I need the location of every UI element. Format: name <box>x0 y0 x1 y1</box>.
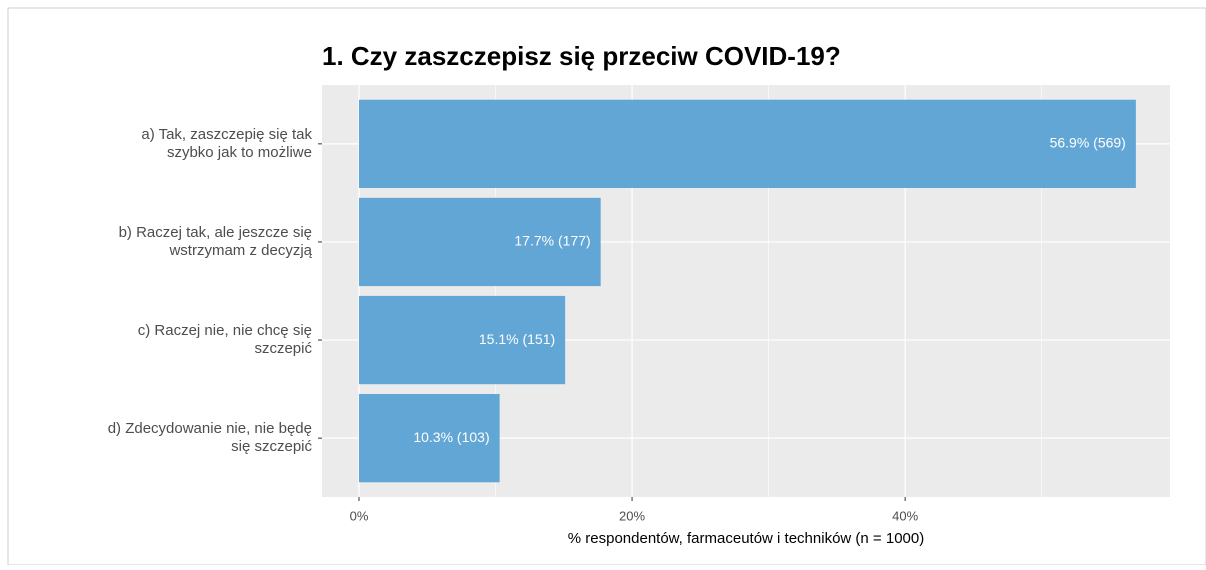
y-tick-label-line: wstrzymam z decyzją <box>168 242 312 259</box>
y-tick-label-line: się szczepić <box>231 438 312 455</box>
bar <box>359 394 500 483</box>
x-axis-label: % respondentów, farmaceutów i techników … <box>568 530 924 547</box>
bar <box>359 99 1136 188</box>
y-tick-label: c) Raczej nie, nie chcę się szczepić <box>138 322 313 357</box>
bar <box>359 197 601 287</box>
x-tick-label: 40% <box>892 508 918 523</box>
y-tick-label: d) Zdecydowanie nie, nie będę się szczepi… <box>108 420 313 455</box>
y-tick-label-line: c) Raczej nie, nie chcę się <box>138 322 312 339</box>
x-tick-label: 0% <box>350 508 369 523</box>
y-tick-label-line: szczepić <box>254 340 312 357</box>
y-tick-label-line: b) Raczej tak, ale jeszcze się <box>119 224 312 241</box>
value-label: 15.1% (151) <box>479 331 555 347</box>
chart-title: 1. Czy zaszczepisz się przeciw COVID-19? <box>322 41 841 71</box>
value-label: 17.7% (177) <box>514 233 590 249</box>
value-label: 56.9% (569) <box>1050 135 1126 151</box>
y-tick-label-line: szybko jak to możliwe <box>167 144 312 161</box>
y-tick-label-line: d) Zdecydowanie nie, nie będę <box>108 420 312 437</box>
value-label: 10.3% (103) <box>413 429 489 445</box>
bar <box>359 295 566 385</box>
x-tick-label: 20% <box>619 508 645 523</box>
y-tick-label: a) Tak, zaszczepię się tak szybko jak to … <box>141 126 312 161</box>
y-tick-label-line: a) Tak, zaszczepię się tak <box>141 126 312 143</box>
y-tick-label: b) Raczej tak, ale jeszcze się wstrzymam … <box>119 224 313 259</box>
